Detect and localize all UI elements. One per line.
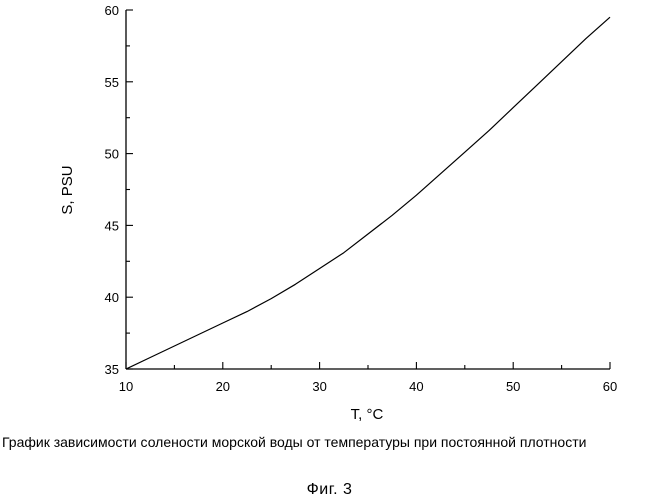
- y-tick-label: 55: [105, 75, 119, 90]
- x-tick-label: 30: [312, 379, 326, 394]
- y-tick-label: 50: [105, 147, 119, 162]
- x-tick-label: 60: [603, 379, 617, 394]
- x-tick-label: 50: [506, 379, 520, 394]
- chart-axes: [125, 10, 610, 370]
- x-tick-label: 10: [119, 379, 133, 394]
- chart: 10 20 30 40 50 60 35 40 45 50 55 60 T, °C S, PSU: [59, 3, 618, 423]
- series-line: [125, 16, 611, 370]
- figure-caption: График зависимости солености морской вод…: [2, 434, 587, 450]
- y-tick-label: 35: [105, 362, 119, 377]
- x-tick-label: 40: [409, 379, 423, 394]
- figure-label: Фиг. 3: [306, 481, 353, 498]
- y-axis-label: S, PSU: [59, 165, 76, 214]
- x-tick-label: 20: [216, 379, 230, 394]
- y-tick-label: 40: [105, 290, 119, 305]
- x-axis-label: T, °C: [351, 406, 384, 423]
- y-tick-label: 45: [105, 218, 119, 233]
- chart-ticks: 10 20 30 40 50 60 35 40 45 50 55 60: [105, 3, 618, 394]
- y-tick-label: 60: [105, 3, 119, 18]
- chart-series: [125, 16, 611, 370]
